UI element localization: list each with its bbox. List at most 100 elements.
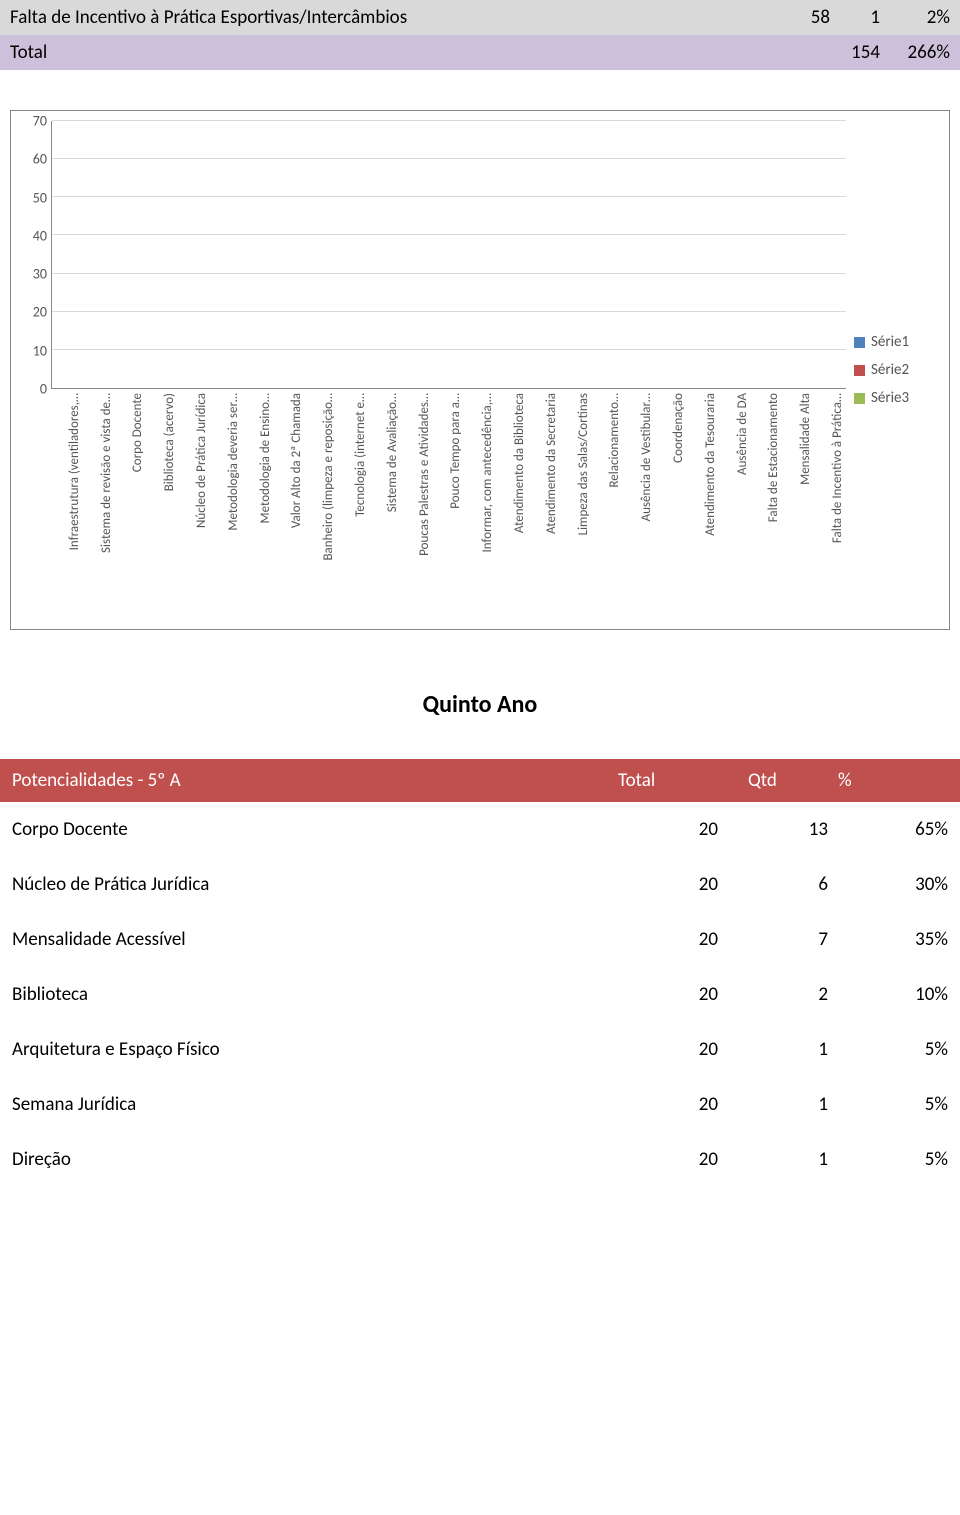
summary-row-c2: 1: [830, 6, 880, 29]
x-label: Infraestrutura (ventiladores,…: [51, 389, 83, 619]
table-row-label: Arquitetura e Espaço Físico: [12, 1038, 618, 1061]
x-label: Atendimento da Biblioteca: [496, 389, 528, 619]
x-label: Falta de Estacionamento: [751, 389, 783, 619]
x-label: Informar, com antecedência,…: [464, 389, 496, 619]
table-row-total: 20: [618, 818, 748, 841]
gridline: [52, 120, 846, 121]
table-row: Biblioteca20210%: [0, 967, 960, 1022]
table-row-pct: 35%: [838, 928, 948, 951]
table-row-pct: 30%: [838, 873, 948, 896]
table-row-qtd: 2: [748, 983, 838, 1006]
x-label: Sistema de revisão e vista de…: [83, 389, 115, 619]
pot-header-label: Potencialidades - 5º A: [12, 769, 618, 792]
legend-swatch: [854, 393, 865, 404]
summary-row-c3: 2%: [880, 6, 950, 29]
table-row-qtd: 13: [748, 818, 838, 841]
table-row-qtd: 1: [748, 1148, 838, 1171]
potentialities-rows: Corpo Docente201365%Núcleo de Prática Ju…: [0, 802, 960, 1187]
plot-area: [51, 121, 846, 389]
table-row-qtd: 6: [748, 873, 838, 896]
table-row: Núcleo de Prática Jurídica20630%: [0, 857, 960, 912]
x-label: Falta de Incentivo à Prática…: [814, 389, 846, 619]
legend-item: Série3: [854, 389, 939, 407]
x-label: Atendimento da Tesouraria: [687, 389, 719, 619]
table-row-pct: 65%: [838, 818, 948, 841]
chart-plot-outer: 010203040506070 Infraestrutura (ventilad…: [21, 121, 846, 619]
summary-row-c3: 266%: [880, 41, 950, 64]
table-row-label: Mensalidade Acessível: [12, 928, 618, 951]
summary-row-label: Total: [10, 41, 760, 64]
x-label: Sistema de Avaliação…: [369, 389, 401, 619]
x-label: Ausência de Vestibular…: [623, 389, 655, 619]
legend-swatch: [854, 365, 865, 376]
x-label: Biblioteca (acervo): [146, 389, 178, 619]
legend-swatch: [854, 337, 865, 348]
x-label: Poucas Palestras e Atividades…: [401, 389, 433, 619]
gridline: [52, 196, 846, 197]
top-summary-rows: Falta de Incentivo à Prática Esportivas/…: [0, 0, 960, 70]
x-label: Banheiro (limpeza e reposição…: [305, 389, 337, 619]
summary-row: Total 154266%: [0, 35, 960, 70]
table-row-label: Corpo Docente: [12, 818, 618, 841]
x-label: Ausência de DA: [719, 389, 751, 619]
pot-header-pct: %: [838, 769, 948, 792]
table-row-total: 20: [618, 983, 748, 1006]
gridline: [52, 311, 846, 312]
x-label: Relacionamento…: [592, 389, 624, 619]
table-row-pct: 5%: [838, 1093, 948, 1116]
y-tick: 40: [21, 227, 47, 244]
chart-legend: Série1 Série2 Série3: [854, 121, 939, 619]
table-row-label: Núcleo de Prática Jurídica: [12, 873, 618, 896]
gridline: [52, 273, 846, 274]
gridline: [52, 234, 846, 235]
legend-label: Série2: [871, 361, 909, 379]
y-tick: 10: [21, 342, 47, 359]
summary-row-c1: 58: [760, 6, 830, 29]
table-row-total: 20: [618, 1148, 748, 1171]
table-row-total: 20: [618, 928, 748, 951]
y-axis: 010203040506070: [21, 121, 51, 389]
y-tick: 50: [21, 189, 47, 206]
y-tick: 0: [21, 381, 47, 398]
x-label: Tecnologia (internet e…: [337, 389, 369, 619]
y-tick: 70: [21, 113, 47, 130]
section-title: Quinto Ano: [0, 690, 960, 719]
x-label: Atendimento da Secretaria: [528, 389, 560, 619]
table-row-label: Semana Jurídica: [12, 1093, 618, 1116]
x-label: Metodologia de Ensino…: [242, 389, 274, 619]
y-tick: 60: [21, 151, 47, 168]
summary-row-c2: 154: [830, 41, 880, 64]
chart-container: 010203040506070 Infraestrutura (ventilad…: [10, 110, 950, 630]
summary-row-label: Falta de Incentivo à Prática Esportivas/…: [10, 6, 760, 29]
legend-label: Série1: [871, 333, 909, 351]
gridline: [52, 349, 846, 350]
table-row: Corpo Docente201365%: [0, 802, 960, 857]
x-label: Corpo Docente: [115, 389, 147, 619]
table-row-total: 20: [618, 1038, 748, 1061]
table-row-qtd: 1: [748, 1093, 838, 1116]
x-axis-labels: Infraestrutura (ventiladores,…Sistema de…: [51, 389, 846, 619]
table-row-label: Direção: [12, 1148, 618, 1171]
legend-item: Série1: [854, 333, 939, 351]
summary-row: Falta de Incentivo à Prática Esportivas/…: [0, 0, 960, 35]
pot-header-total: Total: [618, 769, 748, 792]
x-label: Mensalidade Alta: [782, 389, 814, 619]
potentialities-header: Potencialidades - 5º A Total Qtd %: [0, 759, 960, 802]
table-row-pct: 10%: [838, 983, 948, 1006]
table-row: Direção2015%: [0, 1132, 960, 1187]
x-label: Metodologia deveria ser…: [210, 389, 242, 619]
table-row: Arquitetura e Espaço Físico2015%: [0, 1022, 960, 1077]
table-row-pct: 5%: [838, 1148, 948, 1171]
chart-plot: 010203040506070: [21, 121, 846, 389]
x-label: Núcleo de Prática Jurídica: [178, 389, 210, 619]
pot-header-qtd: Qtd: [748, 769, 838, 792]
table-row-qtd: 7: [748, 928, 838, 951]
y-tick: 20: [21, 304, 47, 321]
legend-label: Série3: [871, 389, 909, 407]
x-label: Limpeza das Salas/Cortinas: [560, 389, 592, 619]
x-label: Coordenação: [655, 389, 687, 619]
table-row-label: Biblioteca: [12, 983, 618, 1006]
table-row-pct: 5%: [838, 1038, 948, 1061]
table-row: Semana Jurídica2015%: [0, 1077, 960, 1132]
x-label: Valor Alto da 2ª Chamada: [274, 389, 306, 619]
